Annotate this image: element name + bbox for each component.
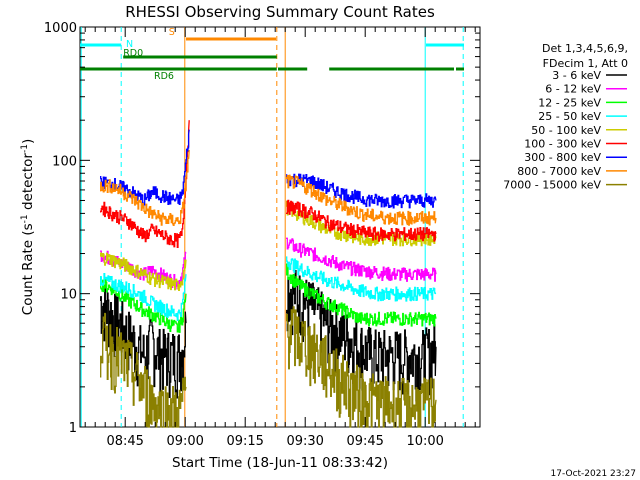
series-line-3-seg-0 — [100, 272, 187, 322]
timestamp: 17-Oct-2021 23:27 — [551, 469, 636, 479]
y-axis-label-start: Count Rate (s — [20, 223, 36, 315]
legend: Det 1,3,4,5,6,9, FDecim 1, Att 03 - 6 keV… — [503, 42, 628, 192]
x-tick-label-0: 08:45 — [106, 434, 143, 449]
series-line-2-seg-1 — [286, 263, 437, 327]
x-tick-label-5: 10:00 — [406, 434, 443, 449]
y-axis-label-mid: detector — [20, 153, 36, 215]
legend-label-1: 6 - 12 keV — [545, 83, 601, 96]
flag-label-s: S — [169, 27, 175, 38]
chart-title: RHESSI Observing Summary Count Rates — [125, 3, 435, 21]
y-tick-label-3: 1000 — [44, 21, 77, 36]
y-axis-label-sup1: -1 — [20, 214, 30, 223]
plot-frame — [79, 26, 481, 428]
legend-label-3: 25 - 50 keV — [538, 110, 601, 123]
x-tick-label-1: 09:00 — [166, 434, 203, 449]
legend-header-0: Det 1,3,4,5,6,9, — [542, 42, 628, 55]
y-tick-label-0: 1 — [69, 421, 77, 436]
legend-label-4: 50 - 100 keV — [531, 124, 601, 137]
legend-header-1: FDecim 1, Att 0 — [543, 57, 628, 70]
series-line-7-seg-1 — [286, 174, 437, 226]
series-line-8-seg-1 — [286, 306, 437, 428]
y-axis-label-end: ) — [20, 139, 36, 144]
series-line-4-seg-0 — [100, 252, 187, 291]
series-line-1-seg-1 — [286, 237, 437, 282]
series-line-3-seg-1 — [286, 256, 437, 302]
series-line-6-seg-0 — [100, 129, 190, 207]
x-tick-label-2: 09:15 — [226, 434, 263, 449]
legend-label-2: 12 - 25 keV — [538, 96, 601, 109]
legend-label-7: 800 - 7000 keV — [517, 165, 601, 178]
legend-label-0: 3 - 6 keV — [552, 69, 601, 82]
y-axis-label: Count Rate (s-1 detector-1) — [20, 139, 36, 315]
plot-layer — [80, 27, 464, 428]
x-axis-label: Start Time (18-Jun-11 08:33:42) — [172, 455, 388, 471]
x-tick-label-4: 09:45 — [346, 434, 383, 449]
y-axis-label-sup2: -1 — [20, 144, 30, 153]
flag-label-n: N — [126, 39, 133, 50]
series-line-8-seg-0 — [100, 312, 187, 428]
flag-layer: N S RD0 RD6 — [80, 27, 464, 82]
series-line-5-seg-0 — [100, 120, 190, 248]
y-tick-label-1: 10 — [60, 288, 77, 303]
series-line-5-seg-1 — [286, 199, 437, 242]
legend-label-5: 100 - 300 keV — [524, 138, 601, 151]
axis-layer: 1 10 100 1000 08:45 09:00 09:15 09:30 09:45 10:00 — [44, 21, 480, 449]
series-line-0-seg-1 — [286, 269, 437, 402]
flag-label-rd6: RD6 — [154, 71, 174, 82]
legend-label-8: 7000 - 15000 keV — [503, 179, 601, 192]
x-tick-label-3: 09:30 — [286, 434, 323, 449]
flag-label-rd0: RD0 — [123, 48, 143, 59]
legend-label-6: 300 - 800 keV — [524, 151, 601, 164]
series-line-7-seg-0 — [100, 149, 190, 226]
y-tick-label-2: 100 — [52, 154, 77, 169]
